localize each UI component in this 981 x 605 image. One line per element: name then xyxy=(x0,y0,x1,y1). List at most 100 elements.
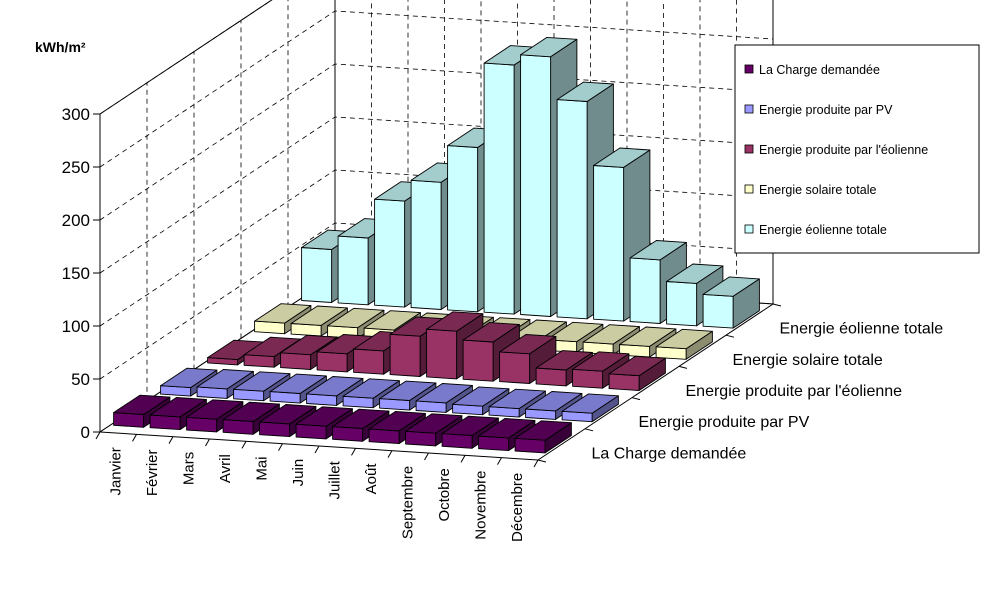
x-tick-mark xyxy=(278,443,283,451)
bar-4-12 xyxy=(655,328,713,360)
bar-top xyxy=(415,383,473,404)
bar-top xyxy=(520,36,578,58)
bar-top xyxy=(254,303,312,324)
bar-top xyxy=(666,263,724,284)
bar-top xyxy=(556,81,614,102)
bar-4-2 xyxy=(290,305,348,337)
y-axis-ticks: 0 50 100 150 200 250 300 xyxy=(62,105,100,442)
bar-front xyxy=(483,62,515,315)
bar-top xyxy=(426,311,484,332)
gridline-horizontal xyxy=(99,116,774,274)
bar-top xyxy=(462,322,520,343)
bar-top xyxy=(113,394,171,415)
bar-top xyxy=(405,413,463,434)
series-axis-label: Energie produite par PV xyxy=(639,414,810,431)
bar-top xyxy=(196,369,254,390)
x-tick-label: Décembre xyxy=(509,473,526,542)
x-tick-label: Novembre xyxy=(472,471,489,540)
bar-top xyxy=(363,310,421,331)
bar-front xyxy=(556,99,588,320)
bar-front xyxy=(259,421,291,438)
bar-front xyxy=(499,351,531,384)
x-tick-mark xyxy=(533,459,539,468)
legend-label: Energie produite par PV xyxy=(759,103,893,117)
series-tick-mark xyxy=(584,428,594,432)
gridline-horizontal xyxy=(99,63,774,221)
series-axis-ticks: La Charge demandée Energie produite par P… xyxy=(537,303,944,463)
bar-front xyxy=(222,419,254,435)
series-tick-mark xyxy=(631,397,641,401)
x-tick-label: Mai xyxy=(253,457,270,481)
legend-item: Energie éolienne totale xyxy=(744,223,887,237)
legend-swatch xyxy=(744,104,754,114)
bar-front xyxy=(514,437,546,454)
bar-top xyxy=(535,350,593,371)
bar-front xyxy=(535,367,567,387)
bar-top xyxy=(572,351,630,372)
x-tick-mark xyxy=(205,438,210,447)
bar-front xyxy=(316,351,348,373)
series-axis-label: Energie produite par l'éolienne xyxy=(686,383,903,400)
x-tick-mark xyxy=(497,457,502,465)
x-tick-mark xyxy=(314,445,320,454)
x-tick-mark xyxy=(387,450,393,458)
bar-front xyxy=(405,430,437,447)
bar-2-7 xyxy=(379,380,437,411)
y-tick-label: 200 xyxy=(62,211,90,230)
bar-front xyxy=(593,165,625,322)
series-axis-label: Energie éolienne totale xyxy=(780,321,944,338)
bar-top xyxy=(488,388,546,410)
bar-front xyxy=(337,235,369,306)
bar-top xyxy=(368,411,426,432)
bar-front xyxy=(629,257,661,324)
bar-top xyxy=(233,371,291,392)
bar-front xyxy=(295,423,327,440)
legend-item: La Charge demandée xyxy=(744,63,880,77)
legend-label: La Charge demandée xyxy=(759,63,880,77)
legend: La Charge demandée Energie produite par P… xyxy=(734,44,980,254)
legend-box xyxy=(734,44,980,254)
y-tick-label: 50 xyxy=(71,370,90,389)
bar-top xyxy=(525,391,583,412)
bars xyxy=(113,36,760,454)
bar-front xyxy=(447,145,479,313)
bar-top xyxy=(269,373,327,394)
bar-1-12 xyxy=(514,420,572,454)
x-tick-label: Septembre xyxy=(399,466,416,539)
bar-top xyxy=(280,334,338,356)
bar-front xyxy=(113,412,145,428)
bar-front xyxy=(280,352,312,370)
y-tick-label: 300 xyxy=(62,105,90,124)
legend-label: Energie solaire totale xyxy=(759,183,876,197)
bar-top xyxy=(593,147,651,168)
x-axis-ticks: Janvier Février Mars Avril Mai Juin Juillet Aoû… xyxy=(95,431,539,542)
series-axis-label: Energie solaire totale xyxy=(733,352,883,369)
bar-front xyxy=(186,416,218,433)
bar-top xyxy=(514,420,572,441)
series-tick-mark xyxy=(725,334,735,338)
x-tick-label: Juin xyxy=(290,459,307,487)
bar-front xyxy=(368,428,400,445)
bar-top xyxy=(561,393,619,414)
legend-label: Energie produite par l'éolienne xyxy=(759,143,928,157)
gridline-horizontal xyxy=(99,169,774,327)
bar-1-10 xyxy=(441,415,499,449)
bar-top xyxy=(332,408,390,429)
bar-front xyxy=(478,435,510,452)
x-tick-label: Juillet xyxy=(326,460,343,499)
x-tick-label: Août xyxy=(363,463,380,495)
bar-front xyxy=(426,328,458,380)
legend-swatch xyxy=(744,224,754,234)
bar-top xyxy=(629,240,687,261)
gridline-horizontal xyxy=(99,0,273,115)
x-tick-label: Octobre xyxy=(436,468,453,521)
bar-front xyxy=(149,414,181,431)
bar-top xyxy=(295,406,353,427)
bar-top xyxy=(478,418,536,439)
series-tick-mark xyxy=(537,459,547,463)
bar-top xyxy=(259,404,317,425)
legend-label: Energie éolienne totale xyxy=(759,223,887,237)
bar-front xyxy=(441,433,473,449)
bar-top xyxy=(608,355,666,377)
